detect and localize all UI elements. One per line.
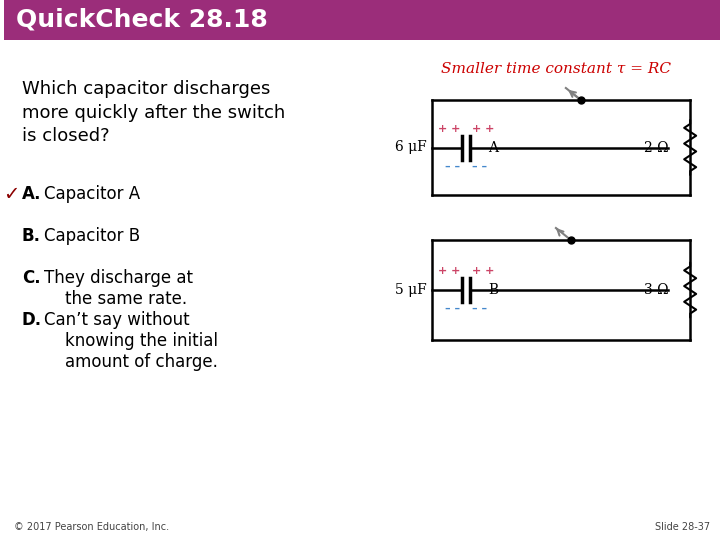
Text: A.: A. (22, 185, 41, 203)
Text: + +: + + (438, 266, 461, 276)
Text: Slide 28-37: Slide 28-37 (655, 522, 710, 532)
Text: They discharge at
    the same rate.: They discharge at the same rate. (44, 269, 193, 308)
Text: – –: – – (445, 161, 461, 172)
Text: Capacitor B: Capacitor B (44, 227, 140, 245)
Text: © 2017 Pearson Education, Inc.: © 2017 Pearson Education, Inc. (14, 522, 169, 532)
Text: Can’t say without
    knowing the initial
    amount of charge.: Can’t say without knowing the initial am… (44, 311, 217, 370)
Text: A: A (488, 140, 498, 154)
Text: ✓: ✓ (4, 185, 20, 204)
Text: B: B (488, 283, 498, 297)
Text: 6 μF: 6 μF (395, 140, 427, 154)
FancyBboxPatch shape (4, 0, 720, 40)
Text: B.: B. (22, 227, 41, 245)
Text: Capacitor A: Capacitor A (44, 185, 140, 203)
Text: QuickCheck 28.18: QuickCheck 28.18 (16, 8, 268, 32)
Text: 5 μF: 5 μF (395, 283, 427, 297)
Text: + +: + + (472, 124, 495, 133)
Text: – –: – – (472, 161, 487, 172)
Text: – –: – – (472, 304, 487, 314)
Text: Smaller time constant τ = RC: Smaller time constant τ = RC (441, 62, 671, 76)
Text: Which capacitor discharges
more quickly after the switch
is closed?: Which capacitor discharges more quickly … (22, 80, 285, 145)
Text: C.: C. (22, 269, 40, 287)
Text: D.: D. (22, 311, 42, 329)
Text: + +: + + (438, 124, 461, 133)
Text: – –: – – (445, 304, 461, 314)
Text: + +: + + (472, 266, 495, 276)
Text: 2 Ω: 2 Ω (644, 140, 668, 154)
Text: 3 Ω: 3 Ω (644, 283, 668, 297)
